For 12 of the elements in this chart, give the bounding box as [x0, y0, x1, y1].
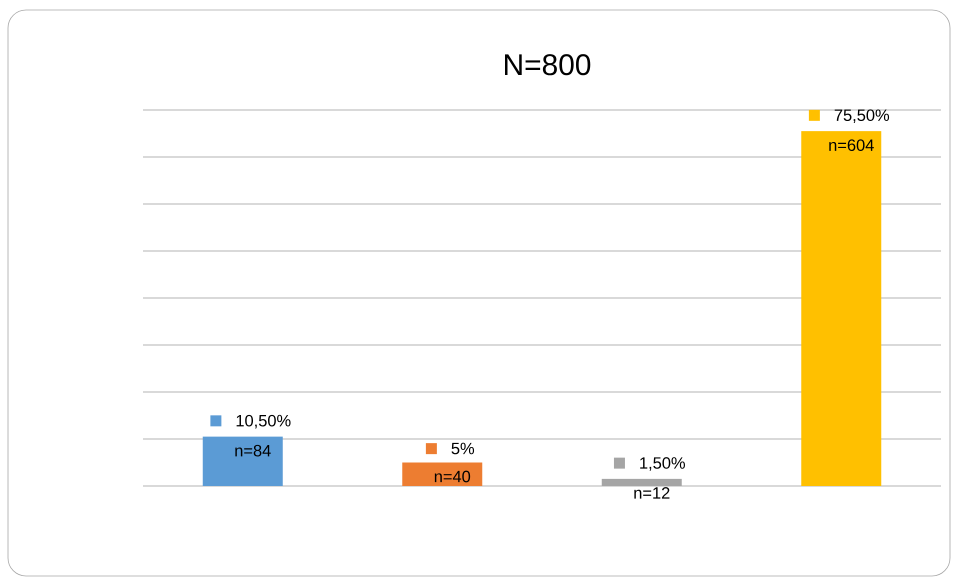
annotation: n=604 [829, 139, 874, 151]
annotation: n=40 [434, 470, 470, 482]
bar [801, 131, 882, 486]
annotation: n=12 [634, 487, 670, 499]
bar [402, 462, 482, 486]
chart-title: N=800 [505, 54, 590, 76]
annotation: n=84 [235, 444, 271, 456]
data-label: 75,50% [834, 109, 890, 123]
data-label: 1,50% [640, 457, 685, 471]
bar [202, 436, 283, 486]
data-label: 10,50% [236, 414, 291, 428]
data-label: 5% [452, 442, 474, 454]
